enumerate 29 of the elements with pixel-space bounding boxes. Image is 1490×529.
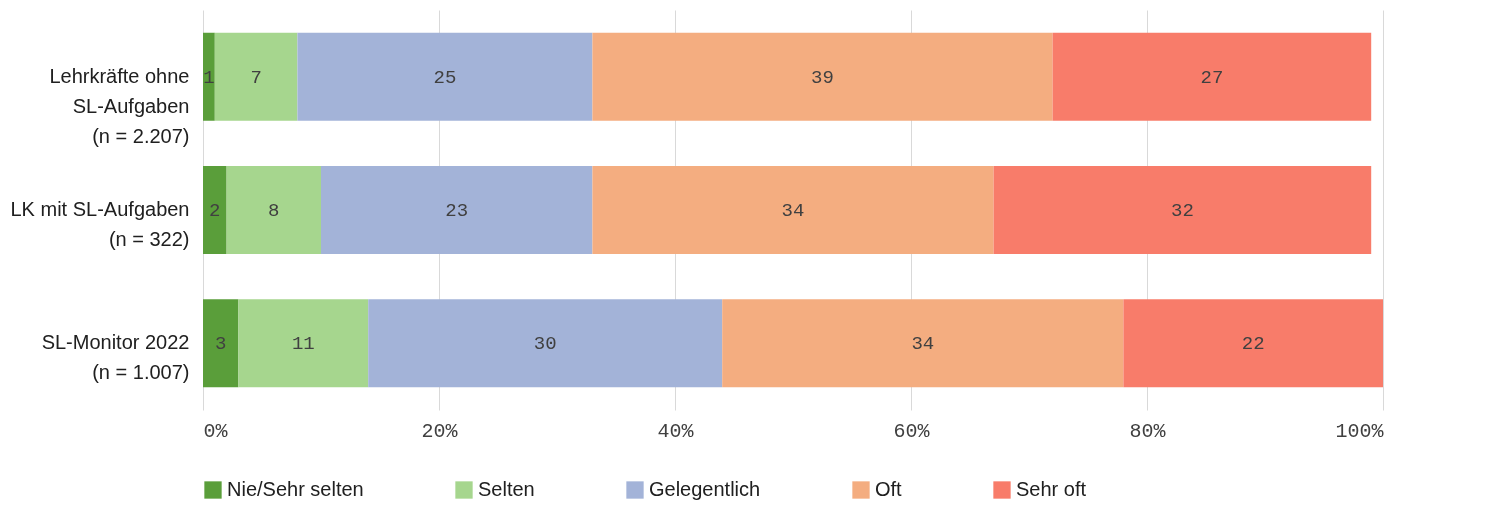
y-tick-label: LK mit SL-Aufgaben (n = 322) — [10, 198, 190, 250]
data-label: 27 — [1200, 66, 1224, 89]
legend-label: Gelegentlich — [649, 478, 761, 500]
legend-label: Selten — [478, 478, 535, 500]
x-tick-label: 20% — [421, 419, 459, 443]
x-tick-label: 0% — [203, 419, 229, 443]
legend-label: Oft — [875, 478, 903, 500]
data-label: 7 — [250, 66, 262, 89]
x-tick-label: 60% — [893, 419, 931, 443]
data-label: 25 — [433, 66, 457, 89]
x-tick-label: 100% — [1335, 419, 1385, 443]
data-label: 23 — [445, 200, 469, 222]
data-label: 2 — [209, 200, 221, 222]
data-label: 30 — [533, 333, 557, 356]
y-tick-label: Lehrkräfte ohne SL-Aufgaben (n = 2.207) — [49, 64, 190, 147]
legend-label: Sehr oft — [1016, 478, 1087, 500]
data-label: 22 — [1241, 333, 1265, 356]
data-label: 11 — [291, 333, 315, 356]
data-label: 8 — [268, 200, 280, 222]
data-label: 34 — [781, 200, 805, 222]
data-label: 32 — [1170, 200, 1194, 222]
x-tick-label: 80% — [1129, 419, 1167, 443]
x-tick-label: 40% — [657, 419, 695, 443]
data-label: 39 — [811, 66, 834, 89]
data-label: 1 — [203, 66, 215, 89]
legend-label: Nie/Sehr selten — [227, 478, 364, 500]
data-label: 34 — [911, 333, 935, 356]
data-label: 3 — [215, 333, 227, 356]
y-tick-label: SL-Monitor 2022 (n = 1.007) — [41, 331, 190, 384]
